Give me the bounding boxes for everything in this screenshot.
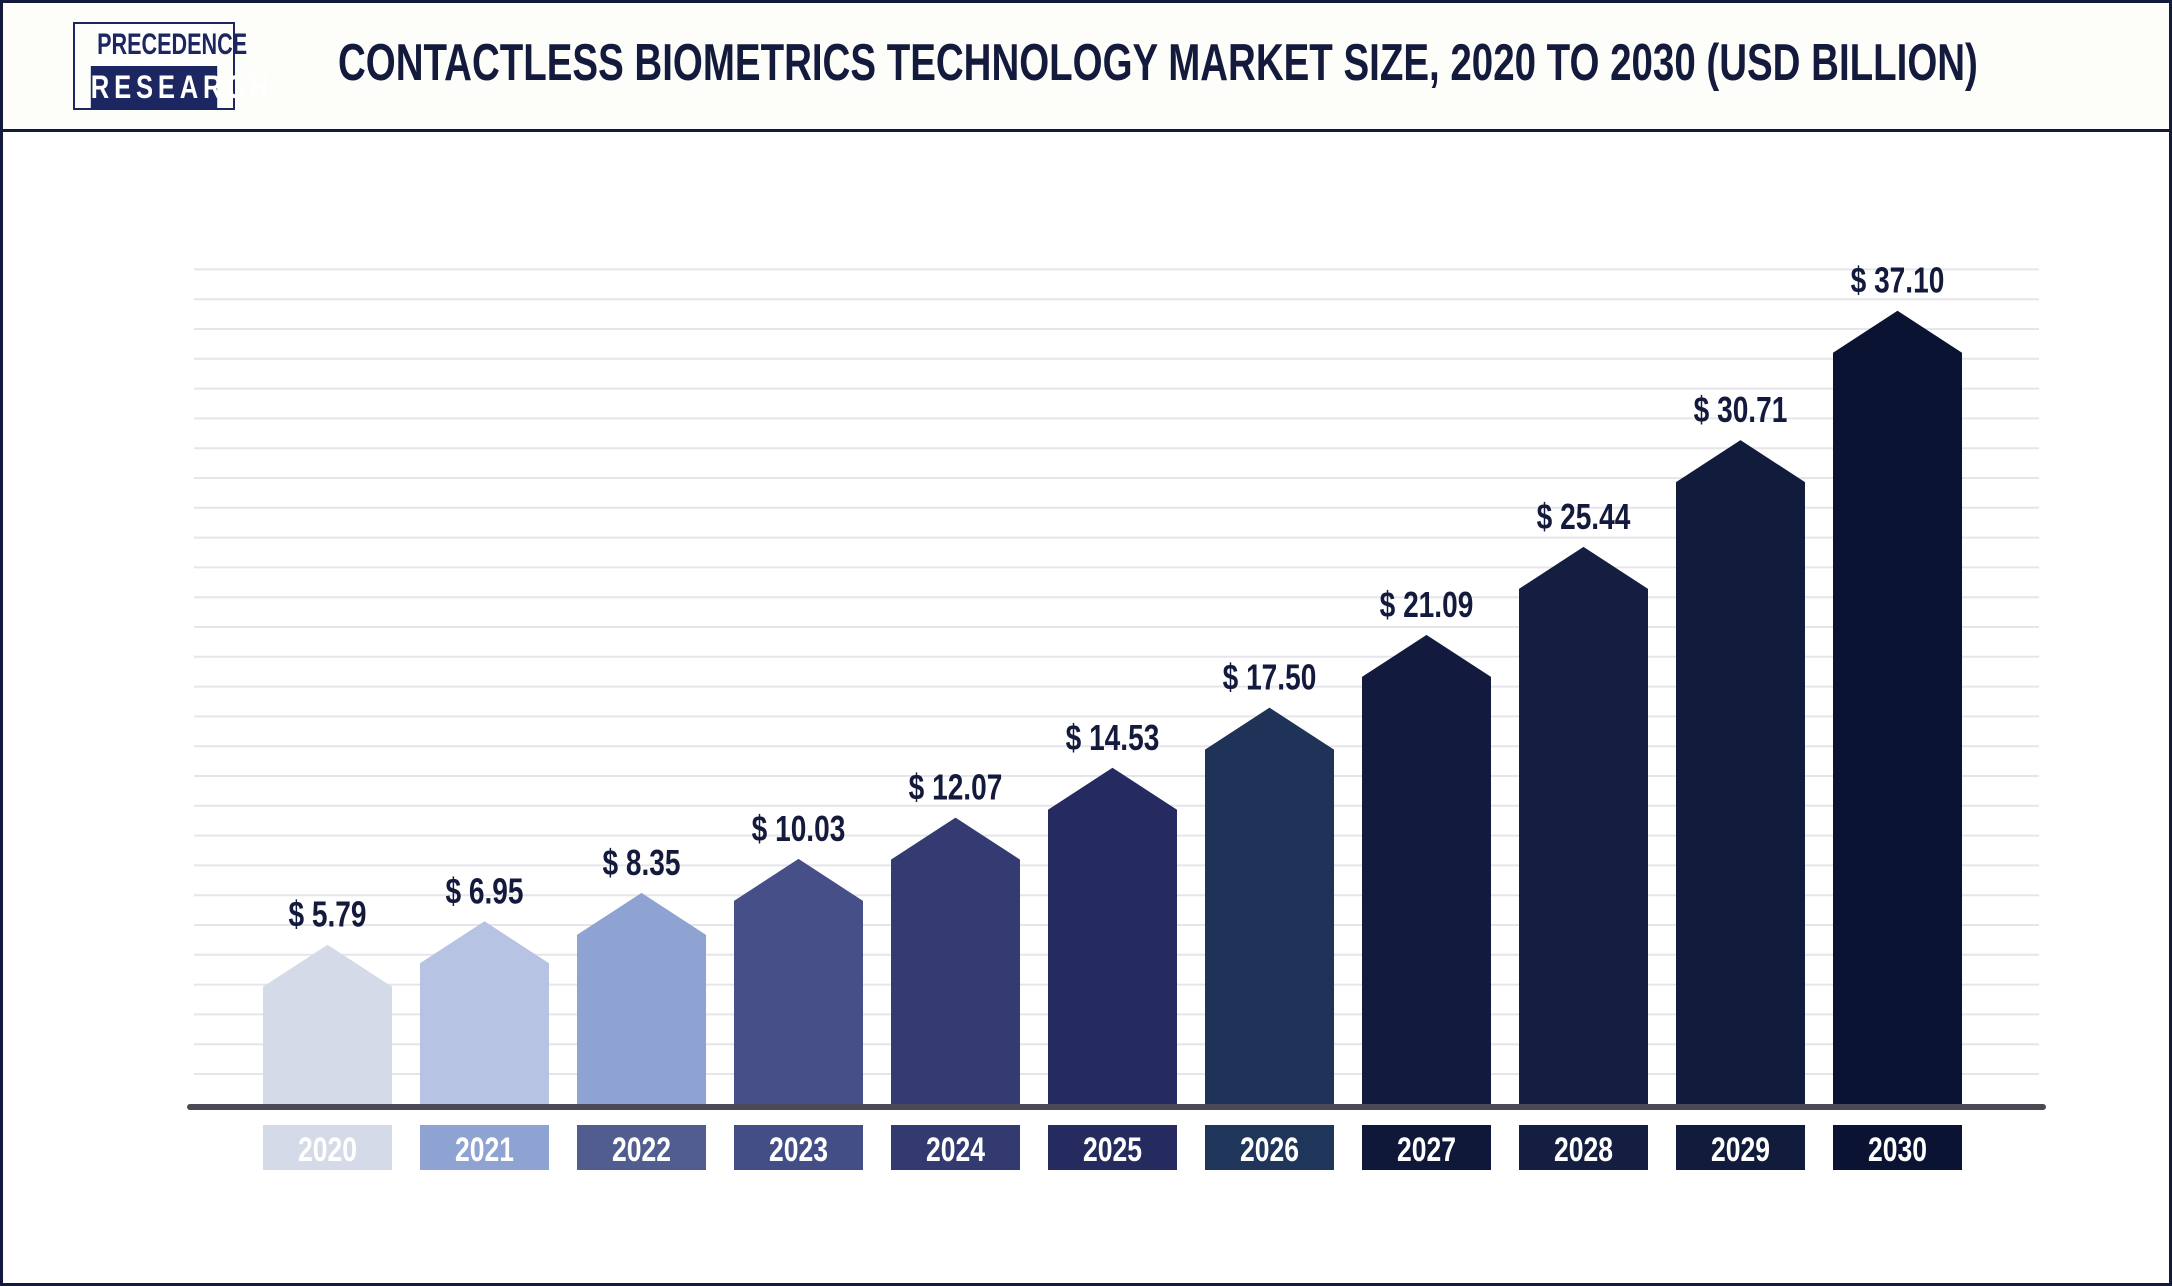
data-label: $ 30.71 [1694, 390, 1788, 430]
year-label-box [420, 1125, 549, 1170]
data-label: $ 21.09 [1380, 585, 1474, 625]
x-tick-label: 2022 [612, 1131, 671, 1169]
year-label-box [577, 1125, 706, 1170]
x-tick-label: 2025 [1083, 1131, 1142, 1169]
bar-2029 [1676, 440, 1805, 1104]
bar-2027 [1362, 634, 1491, 1104]
year-label-box [1048, 1125, 1177, 1170]
data-label: $ 12.07 [909, 767, 1003, 807]
bar-2030 [1833, 310, 1962, 1105]
year-label-box [1205, 1125, 1334, 1170]
year-label-box [891, 1125, 1020, 1170]
x-tick-label: 2029 [1711, 1131, 1770, 1169]
data-label: $ 17.50 [1223, 657, 1317, 697]
data-label: $ 14.53 [1066, 717, 1160, 757]
x-tick-label: 2027 [1397, 1131, 1456, 1169]
x-tick-label: 2026 [1240, 1131, 1299, 1169]
header: PRECEDENCE RESEARCH CONTACTLESS BIOMETRI… [3, 3, 2169, 132]
bar-2020 [263, 944, 392, 1104]
data-label: $ 6.95 [445, 871, 523, 911]
data-label: $ 10.03 [752, 809, 846, 849]
bar-2024 [891, 817, 1020, 1104]
bar-2022 [577, 892, 706, 1104]
year-label-box [734, 1125, 863, 1170]
x-tick-label: 2024 [926, 1131, 985, 1169]
data-label: $ 8.35 [602, 843, 680, 883]
bar-2028 [1519, 546, 1648, 1104]
data-label: $ 25.44 [1537, 497, 1631, 537]
bar-2025 [1048, 767, 1177, 1104]
data-label: $ 37.10 [1851, 260, 1945, 300]
bar-2023 [734, 858, 863, 1104]
chart-title: CONTACTLESS BIOMETRICS TECHNOLOGY MARKET… [338, 34, 1978, 92]
x-tick-label: 2023 [769, 1131, 828, 1169]
data-label: $ 5.79 [288, 894, 366, 934]
x-tick-label: 2028 [1554, 1131, 1613, 1169]
x-tick-label: 2020 [298, 1131, 357, 1169]
year-label-box [1676, 1125, 1805, 1170]
year-label-box [263, 1125, 392, 1170]
bar-2026 [1205, 707, 1334, 1104]
year-label-box [1833, 1125, 1962, 1170]
bar-2021 [420, 921, 549, 1104]
year-label-box [1362, 1125, 1491, 1170]
x-tick-label: 2030 [1868, 1131, 1927, 1169]
x-tick-label: 2021 [455, 1131, 514, 1169]
year-label-box [1519, 1125, 1648, 1170]
bar-chart: $ 5.79 2020 $ 6.95 2021 $ 8.35 2022 $ 10.03 202… [187, 260, 2046, 1170]
